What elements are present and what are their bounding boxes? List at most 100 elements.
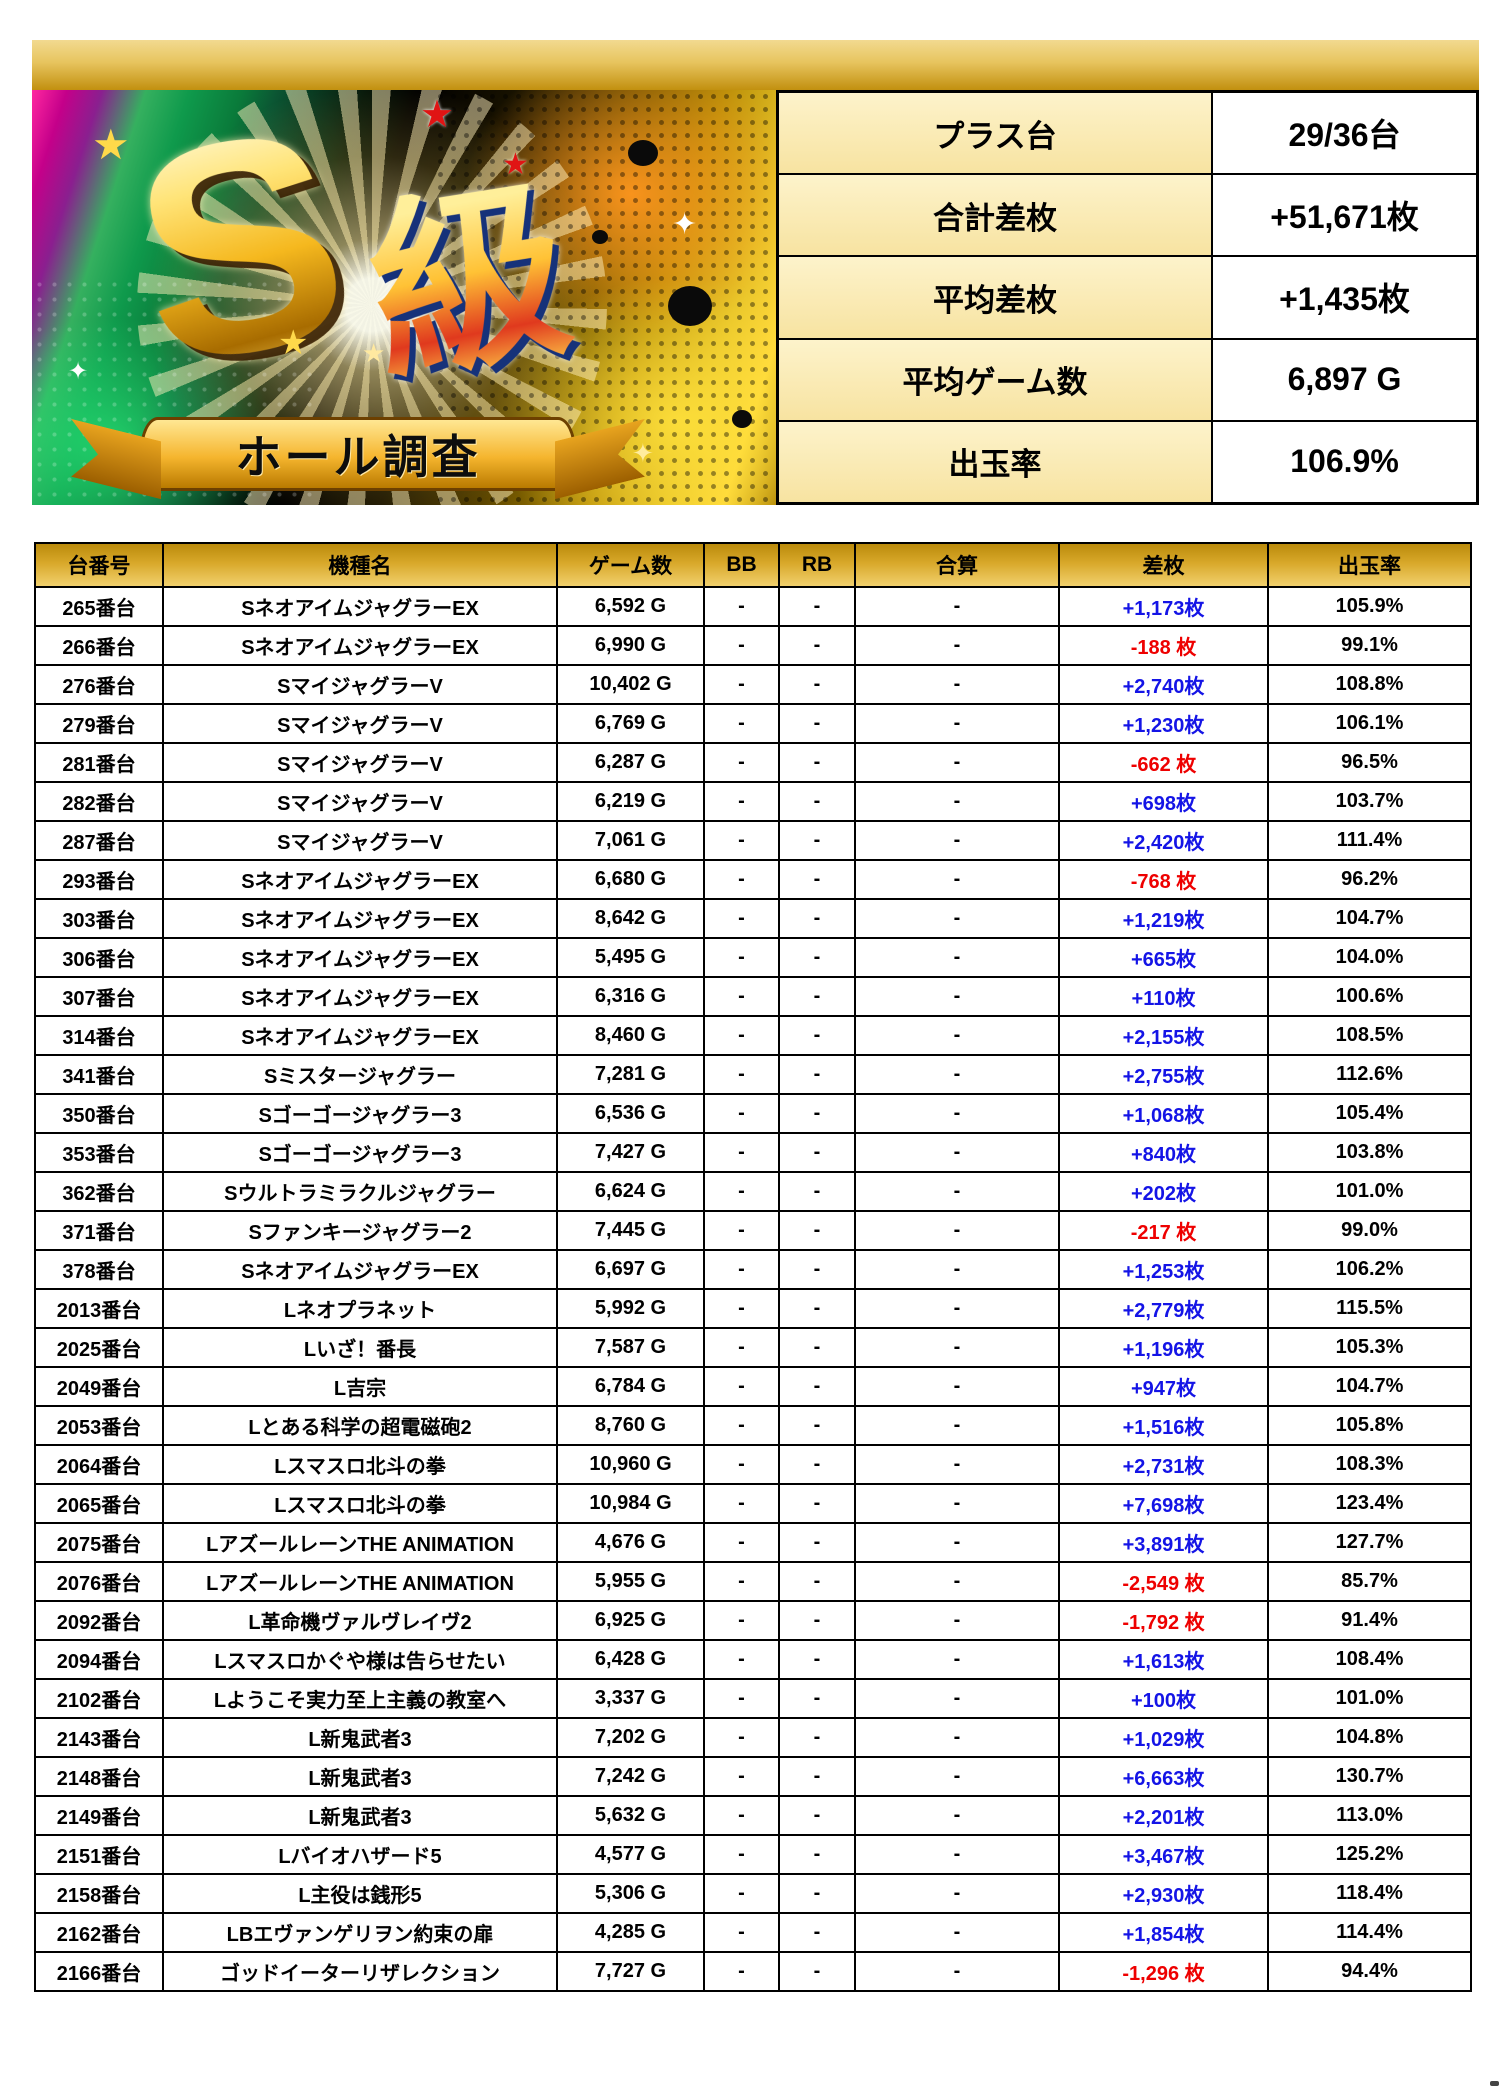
table-row: 281番台 SマイジャグラーV 6,287 G - - - -662 枚 96.5% bbox=[34, 742, 1472, 783]
cell-games: 6,784 G bbox=[556, 1366, 705, 1407]
cell-games: 7,061 G bbox=[556, 820, 705, 861]
cell-machine-number: 307番台 bbox=[34, 976, 164, 1017]
cell-model-name: SマイジャグラーV bbox=[162, 820, 558, 861]
summary-label: プラス台 bbox=[779, 93, 1211, 174]
table-row: 362番台 Sウルトラミラクルジャグラー 6,624 G - - - +202枚 101.0% bbox=[34, 1171, 1472, 1212]
cell-rb: - bbox=[778, 781, 856, 822]
cell-rb: - bbox=[778, 1015, 856, 1056]
cell-rb: - bbox=[778, 1600, 856, 1641]
cell-rate: 104.0% bbox=[1267, 937, 1472, 978]
cell-diff: +1,253枚 bbox=[1058, 1249, 1269, 1290]
cell-total: - bbox=[854, 1678, 1060, 1719]
cell-diff: +3,467枚 bbox=[1058, 1834, 1269, 1875]
table-row: 2053番台 Lとある科学の超電磁砲2 8,760 G - - - +1,516枚 105.8… bbox=[34, 1405, 1472, 1446]
cell-machine-number: 306番台 bbox=[34, 937, 164, 978]
table-row: 378番台 SネオアイムジャグラーEX 6,697 G - - - +1,253枚 106.2… bbox=[34, 1249, 1472, 1290]
cell-bb: - bbox=[703, 1912, 780, 1953]
cell-rb: - bbox=[778, 1327, 856, 1368]
cell-diff: +1,173枚 bbox=[1058, 586, 1269, 627]
cell-rb: - bbox=[778, 1366, 856, 1407]
cell-rb: - bbox=[778, 1834, 856, 1875]
cell-games: 7,242 G bbox=[556, 1756, 705, 1797]
ink-splat bbox=[592, 230, 608, 244]
cell-total: - bbox=[854, 1366, 1060, 1407]
table-header-cell: ゲーム数 bbox=[556, 542, 705, 588]
cell-diff: +2,731枚 bbox=[1058, 1444, 1269, 1485]
summary-table: プラス台 29/36台 合計差枚 +51,671枚 平均差枚 +1,435枚 平均ゲーム数 6… bbox=[776, 90, 1479, 505]
summary-label: 合計差枚 bbox=[779, 175, 1211, 256]
cell-rate: 130.7% bbox=[1267, 1756, 1472, 1797]
cell-rb: - bbox=[778, 1054, 856, 1095]
star-icon: ★ bbox=[362, 338, 386, 368]
cell-diff: +840枚 bbox=[1058, 1132, 1269, 1173]
cell-games: 4,676 G bbox=[556, 1522, 705, 1563]
cell-machine-number: 281番台 bbox=[34, 742, 164, 783]
cell-bb: - bbox=[703, 1288, 780, 1329]
cell-diff: -2,549 枚 bbox=[1058, 1561, 1269, 1602]
cell-bb: - bbox=[703, 664, 780, 705]
cell-rate: 101.0% bbox=[1267, 1678, 1472, 1719]
cell-bb: - bbox=[703, 1951, 780, 1992]
cell-machine-number: 371番台 bbox=[34, 1210, 164, 1251]
ink-splat bbox=[668, 286, 712, 326]
cell-diff: +665枚 bbox=[1058, 937, 1269, 978]
cell-total: - bbox=[854, 1483, 1060, 1524]
cell-bb: - bbox=[703, 1327, 780, 1368]
cell-model-name: L吉宗 bbox=[162, 1366, 558, 1407]
cell-machine-number: 314番台 bbox=[34, 1015, 164, 1056]
cell-diff: -1,296 枚 bbox=[1058, 1951, 1269, 1992]
cell-rb: - bbox=[778, 586, 856, 627]
cell-rb: - bbox=[778, 1561, 856, 1602]
cell-rate: 96.2% bbox=[1267, 859, 1472, 900]
cell-bb: - bbox=[703, 586, 780, 627]
cell-model-name: Lようこそ実力至上主義の教室へ bbox=[162, 1678, 558, 1719]
summary-value: +1,435枚 bbox=[1213, 257, 1476, 338]
cell-model-name: SマイジャグラーV bbox=[162, 703, 558, 744]
cell-total: - bbox=[854, 1522, 1060, 1563]
cell-machine-number: 353番台 bbox=[34, 1132, 164, 1173]
cell-rb: - bbox=[778, 859, 856, 900]
cell-rb: - bbox=[778, 1639, 856, 1680]
cell-diff: +2,755枚 bbox=[1058, 1054, 1269, 1095]
cell-rate: 114.4% bbox=[1267, 1912, 1472, 1953]
table-row: 2162番台 LBエヴァンゲリヲン約束の扉 4,285 G - - - +1,854枚 114… bbox=[34, 1912, 1472, 1953]
cell-games: 8,642 G bbox=[556, 898, 705, 939]
cell-machine-number: 2149番台 bbox=[34, 1795, 164, 1836]
cell-total: - bbox=[854, 1288, 1060, 1329]
cell-diff: +7,698枚 bbox=[1058, 1483, 1269, 1524]
logo-ribbon-text: ホール調査 bbox=[235, 431, 481, 483]
sparkle-icon: ✦ bbox=[68, 358, 89, 385]
cell-model-name: LアズールレーンTHE ANIMATION bbox=[162, 1561, 558, 1602]
cell-diff: +2,420枚 bbox=[1058, 820, 1269, 861]
cell-total: - bbox=[854, 898, 1060, 939]
cell-total: - bbox=[854, 1132, 1060, 1173]
cell-model-name: Lスマスロ北斗の拳 bbox=[162, 1483, 558, 1524]
ink-splat bbox=[628, 140, 658, 166]
cell-bb: - bbox=[703, 1600, 780, 1641]
cell-games: 6,769 G bbox=[556, 703, 705, 744]
cell-diff: +2,155枚 bbox=[1058, 1015, 1269, 1056]
cell-rb: - bbox=[778, 1873, 856, 1914]
cell-model-name: L主役は銭形5 bbox=[162, 1873, 558, 1914]
cell-model-name: SマイジャグラーV bbox=[162, 781, 558, 822]
cell-bb: - bbox=[703, 1678, 780, 1719]
cell-diff: -662 枚 bbox=[1058, 742, 1269, 783]
table-row: 2049番台 L吉宗 6,784 G - - - +947枚 104.7% bbox=[34, 1366, 1472, 1407]
cell-bb: - bbox=[703, 1444, 780, 1485]
cell-model-name: SマイジャグラーV bbox=[162, 742, 558, 783]
cell-rb: - bbox=[778, 1717, 856, 1758]
cell-rate: 104.8% bbox=[1267, 1717, 1472, 1758]
cell-games: 6,592 G bbox=[556, 586, 705, 627]
cell-diff: -217 枚 bbox=[1058, 1210, 1269, 1251]
cell-games: 3,337 G bbox=[556, 1678, 705, 1719]
cell-total: - bbox=[854, 937, 1060, 978]
cell-rate: 113.0% bbox=[1267, 1795, 1472, 1836]
cell-rb: - bbox=[778, 1288, 856, 1329]
cell-total: - bbox=[854, 1834, 1060, 1875]
cell-games: 8,460 G bbox=[556, 1015, 705, 1056]
cell-rb: - bbox=[778, 1951, 856, 1992]
star-icon: ★ bbox=[92, 121, 130, 168]
cell-total: - bbox=[854, 1405, 1060, 1446]
cell-diff: +100枚 bbox=[1058, 1678, 1269, 1719]
table-row: 2064番台 Lスマスロ北斗の拳 10,960 G - - - +2,731枚 108.3% bbox=[34, 1444, 1472, 1485]
